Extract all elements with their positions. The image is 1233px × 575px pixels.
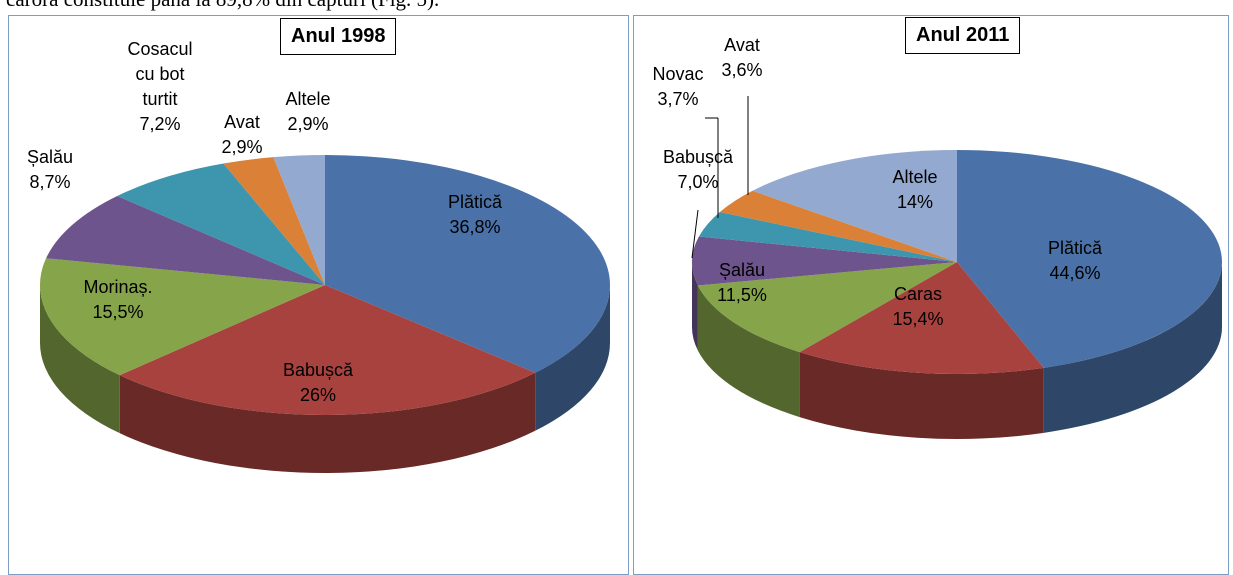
data-label: Babușcă 26% <box>283 358 353 408</box>
value-label: 7,0% <box>677 172 719 192</box>
value-label: 7,2% <box>139 114 181 134</box>
category-label: Avat <box>224 112 260 132</box>
slice <box>117 163 325 285</box>
value-label: 44,6% <box>1049 263 1101 283</box>
category-label: Novac <box>652 64 704 84</box>
value-label: 26% <box>299 385 337 405</box>
category-label: Babușcă <box>662 147 734 167</box>
page: cărora constituie până la 89,8% din capt… <box>6 0 1229 575</box>
value-label: 8,7% <box>29 172 71 192</box>
category-label: Avat <box>724 35 760 55</box>
slice <box>799 262 1044 374</box>
data-label: Plătică 44,6% <box>1048 236 1102 286</box>
slice <box>698 212 957 262</box>
data-label: Altele 2,9% <box>285 87 330 137</box>
value-label: 11,5% <box>717 285 767 305</box>
data-label: Șalău 11,5% <box>717 258 767 308</box>
data-label: Novac 3,7% <box>648 62 708 112</box>
value-label: 2,9% <box>221 137 263 157</box>
slice-side <box>119 372 536 473</box>
category-label: Morinaș. <box>83 277 153 297</box>
value-label: 3,6% <box>721 60 763 80</box>
value-label: 15,4% <box>892 309 944 329</box>
data-label: Avat 2,9% <box>221 110 262 160</box>
data-label: Avat 3,6% <box>712 33 772 83</box>
value-label: 36,8% <box>449 217 501 237</box>
leader-line <box>691 209 699 259</box>
slice <box>957 150 1223 368</box>
value-label: 3,7% <box>657 89 699 109</box>
data-label: Babușcă 7,0% <box>663 145 733 195</box>
data-label: Altele 14% <box>892 165 937 215</box>
data-label: Șalău 8,7% <box>27 145 73 195</box>
category-label: Altele <box>285 89 331 109</box>
slice-side <box>697 285 800 418</box>
slice <box>719 190 957 262</box>
category-label: Caras <box>893 284 943 304</box>
data-label: Morinaș. 15,5% <box>83 275 152 325</box>
slice-side <box>40 285 120 434</box>
slice <box>752 150 957 262</box>
slice <box>39 258 326 376</box>
category-label: Altele <box>892 167 938 187</box>
value-label: 2,9% <box>287 114 329 134</box>
category-label: Plătică <box>1047 238 1103 258</box>
value-label: 15,5% <box>92 302 144 322</box>
slice <box>119 285 536 415</box>
slice-side <box>1043 262 1222 433</box>
data-label: Caras 15,4% <box>892 282 943 332</box>
slice <box>273 155 325 285</box>
chart <box>39 96 1223 473</box>
slice <box>46 196 326 285</box>
slice <box>692 236 957 286</box>
slice-side <box>799 352 1044 439</box>
category-label: Cosacul cu bot turtit <box>127 39 193 109</box>
data-label: Cosacul cu bot turtit 7,2% <box>118 37 202 137</box>
slice <box>325 155 610 373</box>
category-label: Șalău <box>26 147 74 167</box>
text-above: cărora constituie până la 89,8% din capt… <box>6 0 439 12</box>
value-label: 14% <box>896 192 934 212</box>
slice-side <box>692 262 698 351</box>
data-label: Plătică 36,8% <box>448 190 502 240</box>
slice <box>223 157 325 285</box>
chart-title: Anul 1998 <box>280 18 397 55</box>
chart-title: Anul 2011 <box>905 17 1021 54</box>
slice <box>697 262 957 353</box>
category-label: Babușcă <box>282 360 354 380</box>
category-label: Plătică <box>447 192 503 212</box>
category-label: Șalău <box>718 260 766 280</box>
slice-side <box>535 285 610 431</box>
